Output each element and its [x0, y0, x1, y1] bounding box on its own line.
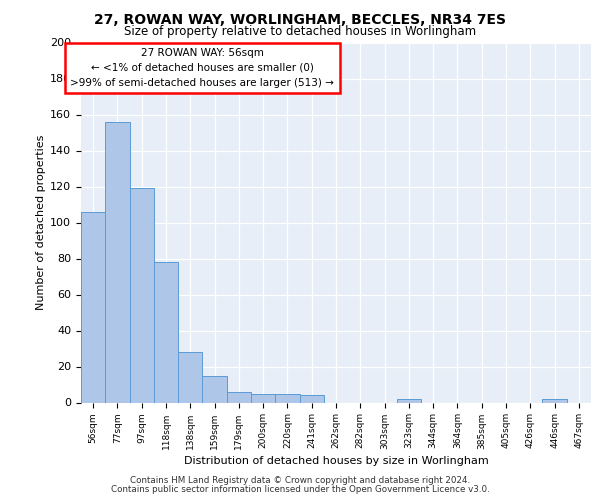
Bar: [542, 399, 567, 402]
Y-axis label: Number of detached properties: Number of detached properties: [36, 135, 46, 310]
Text: Contains HM Land Registry data © Crown copyright and database right 2024.: Contains HM Land Registry data © Crown c…: [130, 476, 470, 485]
Bar: [81, 212, 105, 402]
Bar: [130, 188, 154, 402]
Bar: [105, 122, 130, 402]
Bar: [275, 394, 299, 402]
Text: 27 ROWAN WAY: 56sqm
← <1% of detached houses are smaller (0)
>99% of semi-detach: 27 ROWAN WAY: 56sqm ← <1% of detached ho…: [70, 48, 334, 88]
Bar: [397, 399, 421, 402]
Bar: [251, 394, 275, 402]
Text: Size of property relative to detached houses in Worlingham: Size of property relative to detached ho…: [124, 25, 476, 38]
Bar: [154, 262, 178, 402]
Text: Contains public sector information licensed under the Open Government Licence v3: Contains public sector information licen…: [110, 484, 490, 494]
X-axis label: Distribution of detached houses by size in Worlingham: Distribution of detached houses by size …: [184, 456, 488, 466]
Bar: [202, 376, 227, 402]
Bar: [299, 396, 324, 402]
Bar: [227, 392, 251, 402]
Text: 27, ROWAN WAY, WORLINGHAM, BECCLES, NR34 7ES: 27, ROWAN WAY, WORLINGHAM, BECCLES, NR34…: [94, 12, 506, 26]
Bar: [178, 352, 202, 403]
